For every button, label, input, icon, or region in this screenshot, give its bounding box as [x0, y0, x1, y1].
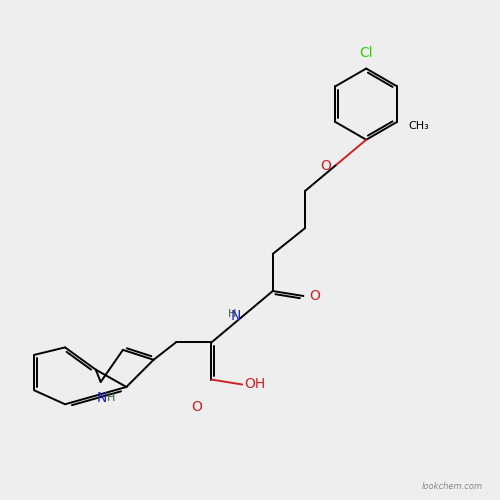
- Text: N: N: [96, 391, 107, 405]
- Text: O: O: [320, 160, 332, 173]
- Text: H: H: [228, 310, 236, 320]
- Text: N: N: [230, 309, 241, 323]
- Text: lookchem.com: lookchem.com: [422, 482, 482, 492]
- Text: CH₃: CH₃: [408, 121, 428, 131]
- Text: O: O: [192, 400, 202, 414]
- Text: O: O: [310, 289, 320, 303]
- Text: H: H: [108, 393, 116, 403]
- Text: OH: OH: [244, 378, 266, 392]
- Text: Cl: Cl: [360, 46, 373, 60]
